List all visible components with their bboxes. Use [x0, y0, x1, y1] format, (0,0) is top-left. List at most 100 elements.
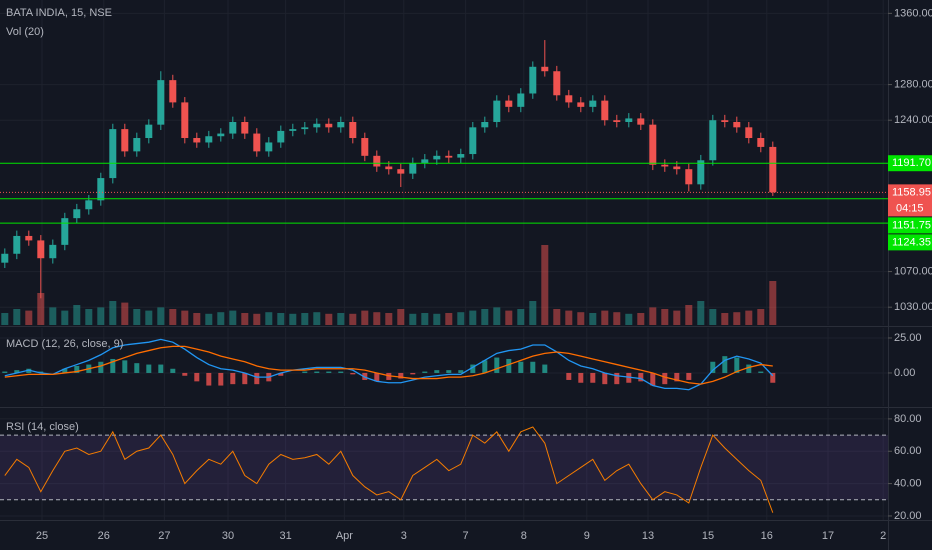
candle-body: [349, 121, 357, 139]
x-tick-label: 9: [584, 530, 590, 542]
macd-histogram-bar: [530, 361, 536, 373]
macd-histogram-bar: [158, 364, 164, 373]
candle-body: [253, 133, 261, 152]
candle-body: [325, 123, 333, 128]
volume-bar: [445, 313, 453, 325]
macd-histogram-bar: [434, 370, 440, 373]
macd-histogram-bar: [110, 358, 116, 373]
y-tick-label: 1240.00: [894, 114, 932, 126]
x-tick-label: Apr: [336, 530, 353, 542]
x-tick-label: 15: [702, 530, 714, 542]
x-tick-label: 3: [401, 530, 407, 542]
candle-body: [577, 102, 585, 107]
candle-body: [1, 253, 9, 263]
y-tick-label: 1070.00: [894, 265, 932, 277]
macd-histogram-bar: [614, 372, 620, 385]
candle-body: [373, 155, 381, 167]
volume-bar: [61, 310, 69, 325]
candle-body: [421, 159, 429, 163]
candle-body: [181, 102, 189, 139]
macd-histogram-bar: [38, 371, 44, 373]
volume-bar: [193, 313, 201, 325]
macd-title: MACD (12, 26, close, 9): [6, 338, 123, 350]
macd-histogram-bar: [218, 372, 224, 386]
rsi-band: [0, 435, 888, 500]
candle-body: [313, 123, 321, 128]
macd-histogram-bar: [254, 372, 260, 385]
macd-histogram-bar: [302, 371, 308, 373]
candle-body: [109, 129, 117, 179]
candle-body: [265, 142, 273, 152]
price-badge-label: 1158.95: [892, 186, 931, 198]
y-tick-label: 0.00: [894, 367, 915, 379]
macd-histogram-bar: [650, 372, 656, 386]
candle-body: [613, 120, 621, 122]
macd-histogram-bar: [638, 372, 644, 382]
macd-histogram-bar: [602, 372, 608, 385]
candle-body: [121, 129, 129, 152]
macd-histogram-bar: [422, 371, 428, 373]
macd-histogram-bar: [458, 370, 464, 373]
y-tick-label: 1030.00: [894, 301, 932, 313]
macd-histogram-bar: [626, 372, 632, 383]
volume-bar: [493, 307, 501, 325]
volume-bar: [313, 312, 321, 325]
candle-body: [733, 121, 741, 128]
x-tick-label: 25: [36, 530, 48, 542]
macd-histogram-bar: [734, 357, 740, 373]
macd-histogram-bar: [398, 372, 404, 379]
macd-histogram-bar: [26, 368, 32, 373]
candle-body: [37, 240, 45, 259]
candle-body: [697, 160, 705, 185]
x-tick-label: 31: [279, 530, 291, 542]
volume-bar: [397, 309, 405, 325]
candle-body: [505, 100, 513, 107]
x-tick-label: 13: [642, 530, 654, 542]
macd-histogram-bar: [578, 372, 584, 383]
volume-bar: [481, 309, 489, 325]
candle-body: [649, 124, 657, 165]
candle-body: [541, 66, 549, 72]
candle-body: [61, 218, 69, 245]
y-tick-label: 40.00: [894, 478, 922, 490]
macd-histogram-bar: [482, 360, 488, 373]
volume-bar: [37, 293, 45, 325]
price-badge: [888, 184, 932, 217]
candle-body: [517, 93, 525, 107]
volume-bar: [229, 310, 237, 325]
y-tick-label: 80.00: [894, 413, 922, 425]
volume-bar: [673, 310, 681, 325]
volume-bar: [577, 312, 585, 325]
candle-body: [385, 166, 393, 170]
candle-body: [625, 118, 633, 122]
macd-histogram-bar: [746, 364, 752, 373]
volume-bar: [613, 312, 621, 325]
x-tick-label: 16: [761, 530, 773, 542]
macd-histogram-bar: [146, 364, 152, 373]
volume-bar: [769, 281, 777, 325]
x-tick-label: 2: [880, 530, 886, 542]
rsi-title: RSI (14, close): [6, 421, 79, 433]
volume-bar: [469, 310, 477, 325]
volume-bar: [457, 312, 465, 325]
volume-bar: [277, 313, 285, 325]
volume-bar: [73, 305, 81, 325]
macd-histogram-bar: [98, 361, 104, 373]
macd-histogram-bar: [206, 372, 212, 386]
volume-bar: [97, 307, 105, 325]
macd-line: [4, 345, 773, 385]
macd-histogram-bar: [182, 372, 188, 376]
macd-line: [4, 338, 774, 391]
volume-bar: [601, 310, 609, 325]
volume-bar: [505, 310, 513, 325]
y-tick-label: 1280.00: [894, 78, 932, 90]
volume-bar: [757, 309, 765, 325]
candle-body: [685, 169, 693, 185]
volume-bar: [349, 313, 357, 325]
marks: [0, 40, 888, 513]
volume-bar: [709, 309, 717, 325]
macd-histogram-bar: [74, 365, 80, 373]
volume-bar: [205, 313, 213, 325]
